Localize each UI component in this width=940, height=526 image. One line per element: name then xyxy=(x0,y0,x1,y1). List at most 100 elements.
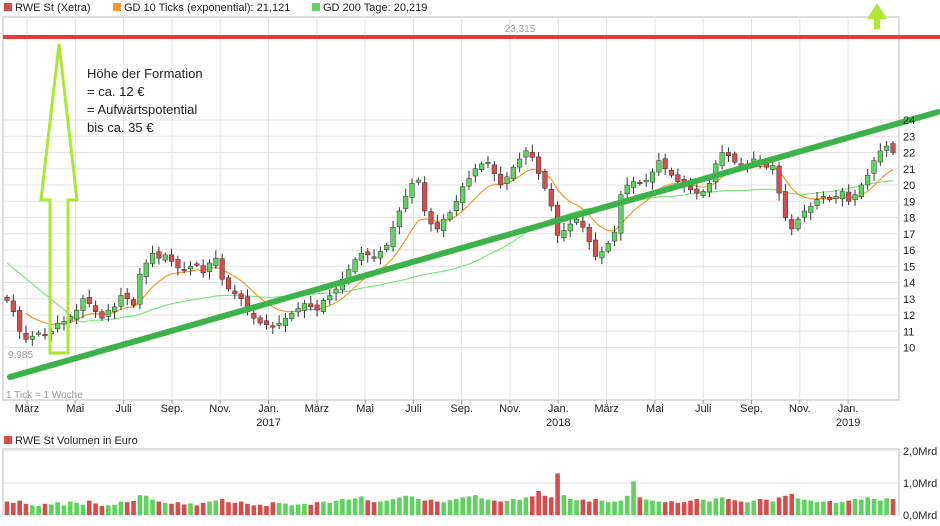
candle-body xyxy=(548,188,554,207)
volume-bar xyxy=(112,504,117,515)
volume-bar xyxy=(175,502,181,515)
candle-body xyxy=(74,309,80,320)
volume-bar xyxy=(561,495,567,515)
candle xyxy=(498,166,504,189)
candle xyxy=(732,151,738,165)
volume-bar xyxy=(878,500,883,515)
volume-bar xyxy=(745,502,750,515)
candle-body xyxy=(472,168,478,177)
volume-bar xyxy=(599,500,605,515)
x-tick-label: Sep. xyxy=(161,403,184,415)
ema-series-line xyxy=(25,165,894,326)
candle xyxy=(865,168,871,191)
candle xyxy=(593,232,599,261)
candle xyxy=(517,152,523,173)
candle-body xyxy=(105,309,111,317)
x-tick-label: Mai xyxy=(66,403,84,415)
volume-bar xyxy=(859,499,864,515)
candle xyxy=(384,242,390,253)
volume-bar xyxy=(340,499,345,515)
candle xyxy=(567,218,573,238)
legend-swatch-volume xyxy=(4,436,12,444)
candle-body xyxy=(112,306,118,312)
candle-body xyxy=(460,186,466,203)
candle-body xyxy=(662,158,668,170)
volume-bar xyxy=(86,500,92,515)
y-tick-label: 16 xyxy=(903,245,915,257)
x-tick-label: Jan. xyxy=(548,403,569,415)
candle xyxy=(580,214,586,233)
y-tick-label: 13 xyxy=(903,294,915,306)
candle xyxy=(630,176,637,194)
volume-bar xyxy=(840,502,845,515)
y-tick-label: 19 xyxy=(903,196,915,208)
formation-height-arrow xyxy=(39,43,79,355)
candle xyxy=(668,167,675,178)
x-tick-label: Jan. xyxy=(258,403,279,415)
legend-label-sma: GD 200 Tage: 20,219 xyxy=(323,2,427,14)
volume-y-tick-label: 0,0Mrd xyxy=(903,510,937,522)
volume-bar xyxy=(435,501,440,515)
candle xyxy=(846,184,852,205)
candle-body xyxy=(143,262,149,278)
candle xyxy=(17,306,23,339)
candle-body xyxy=(536,156,542,174)
candle-body xyxy=(61,321,67,325)
candle-body xyxy=(187,266,194,270)
volume-bar xyxy=(612,501,617,515)
candle-body xyxy=(630,181,637,188)
candle xyxy=(333,285,339,301)
y-tick-label: 15 xyxy=(903,261,915,273)
candle-body xyxy=(86,297,92,304)
volume-bar xyxy=(346,499,352,515)
candle-body xyxy=(479,163,485,170)
candle-body xyxy=(55,322,61,330)
volume-bar xyxy=(890,499,896,515)
candle-body xyxy=(498,173,504,186)
volume-bar xyxy=(605,502,611,515)
sma-line-layer xyxy=(6,180,894,323)
candle-body xyxy=(396,210,402,228)
volume-bars-layer xyxy=(4,473,896,515)
volume-bar xyxy=(485,499,491,515)
candle xyxy=(225,275,232,292)
candle xyxy=(257,315,263,326)
y-tick-label: 21 xyxy=(903,164,915,176)
legend-label-volume: RWE St Volumen in Euro xyxy=(15,435,138,447)
candle-body xyxy=(257,317,263,324)
volume-y-tick-label: 2,0Mrd xyxy=(903,446,937,458)
volume-bar xyxy=(314,502,320,515)
candle xyxy=(308,295,314,311)
annotation-line-2: = ca. 12 € xyxy=(87,84,145,99)
candle-body xyxy=(422,182,428,212)
candle-body xyxy=(270,325,276,328)
candle xyxy=(168,248,175,267)
candle xyxy=(884,140,890,157)
candle-body xyxy=(428,211,434,225)
x-tick-label: Juli xyxy=(695,403,712,415)
volume-bar xyxy=(390,499,396,515)
candle xyxy=(105,303,111,322)
x-axis-years: 2017 2018 2019 xyxy=(256,417,860,429)
candle-body xyxy=(770,165,776,170)
ema-line-layer xyxy=(25,165,894,326)
candle xyxy=(55,315,61,333)
candle xyxy=(23,325,29,344)
candle xyxy=(175,255,181,276)
volume-bar xyxy=(473,495,478,515)
volume-bar xyxy=(378,501,383,515)
candle-body xyxy=(352,259,358,273)
annotation-line-1: Höhe der Formation xyxy=(87,66,203,81)
volume-bar xyxy=(270,502,276,515)
volume-bar xyxy=(105,505,111,515)
volume-bar xyxy=(624,495,630,515)
candle-body xyxy=(491,164,497,174)
min-price-label: 9,985 xyxy=(8,350,33,361)
candle xyxy=(162,252,168,263)
candle-body xyxy=(890,143,896,153)
volume-y-tick-label: 1,0Mrd xyxy=(903,478,937,490)
candle xyxy=(586,223,592,250)
candle xyxy=(314,299,320,317)
volume-bar xyxy=(156,501,162,515)
volume-bar xyxy=(650,500,655,515)
